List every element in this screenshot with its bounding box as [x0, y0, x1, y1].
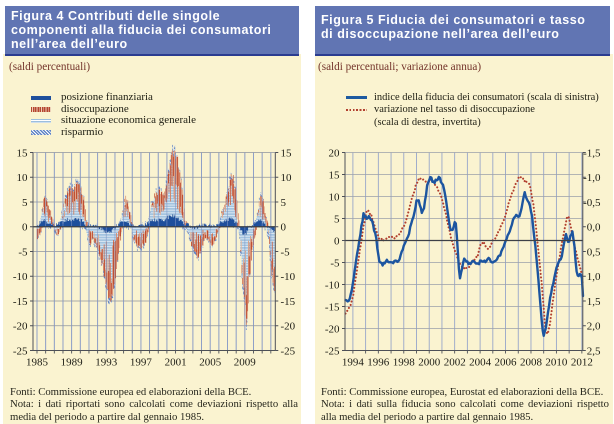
svg-text:2009: 2009	[234, 357, 257, 369]
svg-text:1,0: 1,0	[587, 271, 601, 283]
svg-text:0: 0	[22, 222, 28, 234]
svg-text:10: 10	[329, 191, 341, 203]
svg-text:-10: -10	[325, 279, 340, 291]
svg-text:-5: -5	[18, 246, 28, 258]
svg-text:-1,0: -1,0	[583, 172, 601, 184]
svg-text:15: 15	[17, 147, 29, 159]
svg-text:2012: 2012	[571, 357, 593, 369]
svg-text:1996: 1996	[367, 357, 390, 369]
svg-text:2004: 2004	[469, 357, 492, 369]
svg-text:-5: -5	[330, 257, 340, 269]
svg-text:-10: -10	[13, 271, 28, 283]
svg-text:-1,5: -1,5	[583, 147, 601, 159]
svg-text:5: 5	[334, 213, 340, 225]
svg-text:0,0: 0,0	[587, 222, 601, 234]
svg-text:1985: 1985	[26, 357, 49, 369]
svg-text:5: 5	[22, 197, 28, 209]
svg-text:2002: 2002	[444, 357, 466, 369]
svg-text:1997: 1997	[130, 357, 153, 369]
svg-text:-25: -25	[325, 345, 340, 357]
svg-text:-20: -20	[13, 321, 28, 333]
svg-text:1,5: 1,5	[587, 296, 601, 308]
svg-text:1993: 1993	[95, 357, 118, 369]
svg-text:1989: 1989	[61, 357, 84, 369]
svg-text:15: 15	[329, 169, 341, 181]
svg-text:15: 15	[281, 147, 293, 159]
svg-text:0: 0	[334, 235, 340, 247]
svg-text:-15: -15	[325, 301, 340, 313]
svg-text:2006: 2006	[495, 357, 518, 369]
svg-text:2000: 2000	[418, 357, 441, 369]
svg-text:-15: -15	[13, 296, 28, 308]
svg-text:5: 5	[281, 197, 287, 209]
svg-text:2,5: 2,5	[587, 345, 601, 357]
svg-text:-15: -15	[281, 296, 296, 308]
svg-text:2001: 2001	[165, 357, 187, 369]
svg-text:-20: -20	[325, 323, 340, 335]
svg-text:2005: 2005	[199, 357, 222, 369]
svg-text:1998: 1998	[393, 357, 416, 369]
svg-text:1994: 1994	[342, 357, 365, 369]
svg-text:-0,5: -0,5	[583, 197, 601, 209]
svg-text:10: 10	[281, 172, 293, 184]
svg-text:-10: -10	[281, 271, 296, 283]
svg-text:0: 0	[281, 222, 287, 234]
svg-text:20: 20	[329, 147, 341, 159]
svg-text:10: 10	[17, 172, 29, 184]
svg-text:0,5: 0,5	[587, 246, 601, 258]
svg-text:-25: -25	[13, 345, 28, 357]
svg-text:-20: -20	[281, 321, 296, 333]
svg-text:2010: 2010	[545, 357, 568, 369]
svg-text:2,0: 2,0	[587, 321, 601, 333]
svg-text:2008: 2008	[520, 357, 543, 369]
svg-text:-25: -25	[281, 345, 296, 357]
svg-text:-5: -5	[281, 246, 291, 258]
